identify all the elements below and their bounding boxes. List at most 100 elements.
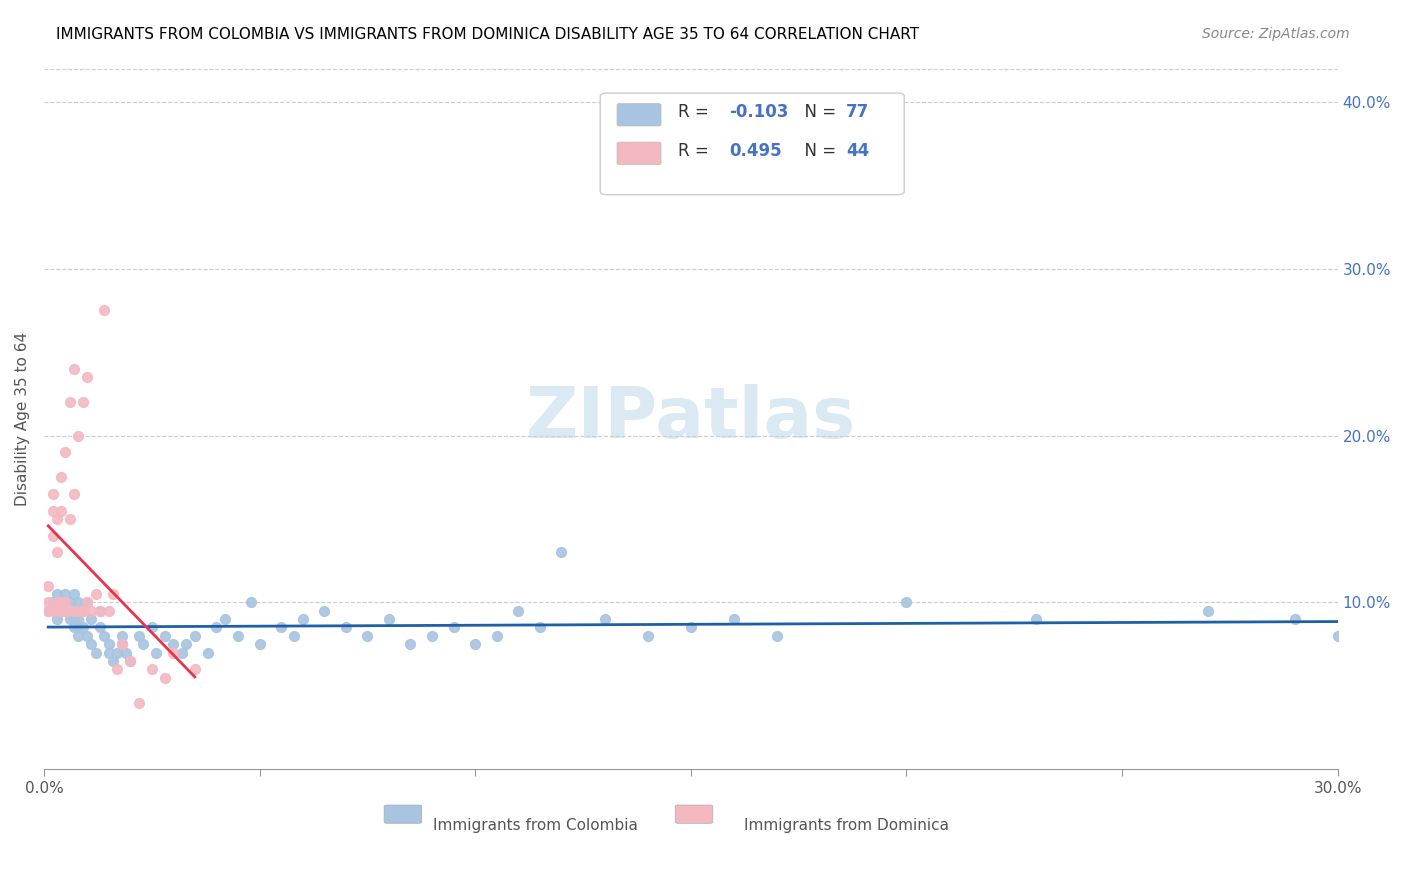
FancyBboxPatch shape [600, 93, 904, 194]
Text: Source: ZipAtlas.com: Source: ZipAtlas.com [1202, 27, 1350, 41]
Point [59, 612, 82, 626]
Point [170, 646, 193, 660]
Point [41, 604, 63, 618]
Point [63, 604, 86, 618]
Point [55, 587, 77, 601]
Point [1197, 604, 1219, 618]
Point [239, 595, 262, 609]
Point [59, 604, 82, 618]
Point [67, 595, 90, 609]
Point [80, 604, 103, 618]
Point [45, 512, 67, 526]
Point [41, 595, 63, 609]
Point [76, 595, 98, 609]
Point [93, 303, 115, 318]
Point [205, 620, 228, 634]
Point [45, 604, 67, 618]
Point [72, 604, 94, 618]
Point [76, 370, 98, 384]
Point [89, 604, 111, 618]
Text: N =: N = [794, 142, 842, 160]
Point [80, 612, 103, 626]
Point [72, 604, 94, 618]
Point [63, 587, 86, 601]
Point [120, 654, 142, 668]
Point [1326, 629, 1348, 643]
Point [249, 637, 271, 651]
Point [37, 604, 59, 618]
Point [45, 612, 67, 626]
Point [49, 595, 72, 609]
Point [508, 604, 530, 618]
Text: N =: N = [794, 103, 842, 121]
Point [37, 595, 59, 609]
Point [89, 604, 111, 618]
Point [1284, 612, 1306, 626]
Point [291, 612, 314, 626]
FancyBboxPatch shape [384, 805, 422, 823]
Point [84, 587, 107, 601]
Point [37, 579, 59, 593]
Point [637, 629, 659, 643]
Point [1025, 612, 1047, 626]
Point [72, 395, 94, 409]
Point [101, 587, 124, 601]
Point [145, 646, 167, 660]
Point [420, 629, 443, 643]
Point [55, 604, 77, 618]
Point [105, 646, 128, 660]
Point [97, 637, 120, 651]
Point [41, 487, 63, 501]
Point [766, 629, 789, 643]
Point [162, 637, 184, 651]
Text: 44: 44 [846, 142, 869, 160]
Point [110, 637, 132, 651]
Point [37, 604, 59, 618]
Point [59, 512, 82, 526]
Point [55, 445, 77, 459]
Point [55, 595, 77, 609]
Point [72, 620, 94, 634]
Point [55, 604, 77, 618]
Point [120, 654, 142, 668]
Point [399, 637, 422, 651]
Point [59, 595, 82, 609]
Point [378, 612, 401, 626]
Point [153, 671, 176, 685]
Point [128, 629, 150, 643]
Point [270, 620, 292, 634]
Point [110, 637, 132, 651]
Point [49, 604, 72, 618]
Point [214, 612, 236, 626]
Point [184, 662, 207, 676]
FancyBboxPatch shape [617, 103, 661, 126]
Point [80, 637, 103, 651]
Point [49, 604, 72, 618]
Point [63, 612, 86, 626]
Point [184, 629, 207, 643]
Point [97, 646, 120, 660]
Text: Immigrants from Dominica: Immigrants from Dominica [744, 818, 949, 833]
Point [41, 529, 63, 543]
Point [45, 587, 67, 601]
Point [49, 595, 72, 609]
Text: 77: 77 [846, 103, 869, 121]
Text: 0.495: 0.495 [730, 142, 782, 160]
Point [63, 487, 86, 501]
Point [314, 604, 336, 618]
Point [110, 629, 132, 643]
Point [89, 620, 111, 634]
Point [529, 620, 551, 634]
Point [356, 629, 378, 643]
Point [679, 620, 702, 634]
Point [55, 595, 77, 609]
Point [49, 504, 72, 518]
Point [67, 620, 90, 634]
Point [335, 620, 357, 634]
Point [464, 637, 486, 651]
Point [93, 629, 115, 643]
Point [174, 637, 197, 651]
Point [141, 662, 163, 676]
Point [128, 696, 150, 710]
Point [896, 595, 918, 609]
